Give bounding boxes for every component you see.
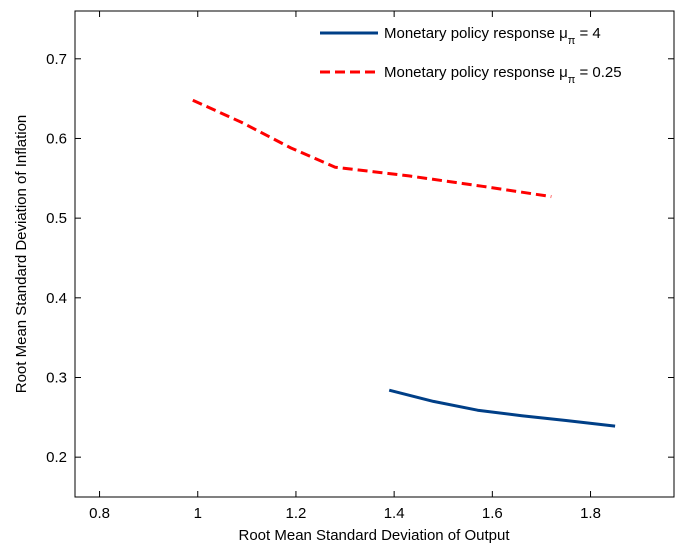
legend-label-1: Monetary policy response μπ = 0.25	[384, 64, 622, 86]
x-tick-label: 1	[194, 505, 202, 522]
legend-label-subscript: π	[568, 35, 576, 47]
legend-label-value: = 0.25	[575, 64, 621, 81]
x-tick-label: 0.8	[89, 505, 110, 522]
plot-area	[74, 10, 675, 498]
y-tick-label: 0.6	[46, 130, 67, 147]
y-tick-label: 0.5	[46, 210, 67, 227]
y-tick-label: 0.2	[46, 449, 67, 466]
legend-label-text: Monetary policy response μ	[384, 25, 568, 42]
axis-ticks: 0.8 1 1.2 1.4 1.6 1.8 0.2 0.3 0.4 0.5 0.6 0.7	[46, 11, 674, 522]
legend-label-value: = 4	[575, 25, 600, 42]
x-axis-label: Root Mean Standard Deviation of Output	[239, 527, 511, 544]
x-tick-label: 1.8	[580, 505, 601, 522]
x-tick-label: 1.6	[482, 505, 503, 522]
series-line-1	[192, 98, 552, 199]
y-tick-label: 0.4	[46, 290, 67, 307]
y-tick-label: 0.3	[46, 369, 67, 386]
series-line-0	[388, 388, 616, 428]
legend-label-0: Monetary policy response μπ = 4	[384, 25, 601, 47]
y-axis-label: Root Mean Standard Deviation of Inflatio…	[13, 115, 30, 394]
y-tick-label: 0.7	[46, 51, 67, 68]
legend-label-text: Monetary policy response μ	[384, 64, 568, 81]
x-tick-label: 1.2	[286, 505, 307, 522]
legend-label-subscript: π	[568, 74, 576, 86]
series-lines	[192, 98, 616, 428]
x-tick-label: 1.4	[384, 505, 405, 522]
legend: Monetary policy response μπ = 4Monetary …	[320, 25, 622, 86]
